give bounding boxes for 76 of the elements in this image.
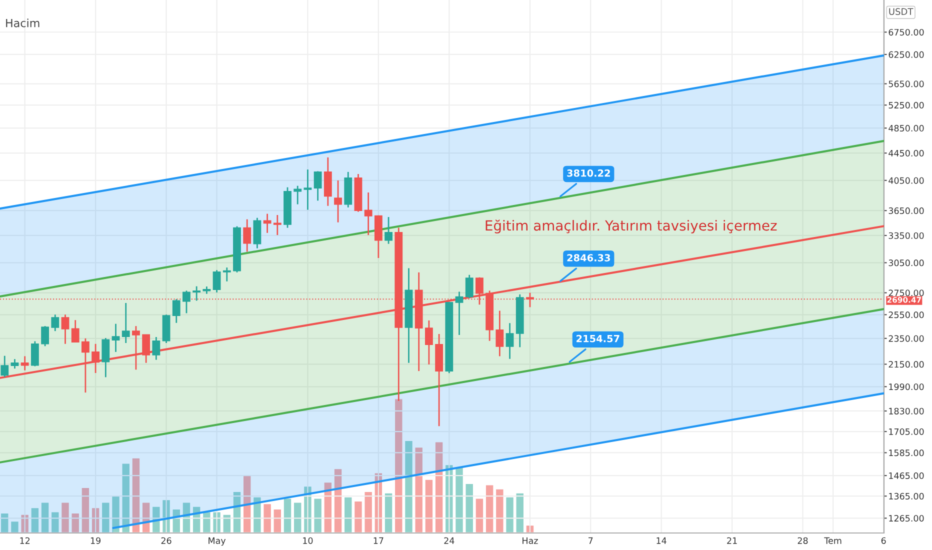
y-tick-label: 3350.00 bbox=[888, 232, 924, 239]
x-tick-label: 19 bbox=[90, 537, 101, 544]
candlestick bbox=[152, 336, 160, 360]
candlestick bbox=[222, 266, 231, 282]
candlestick bbox=[294, 185, 302, 205]
y-tick-label: 2550.00 bbox=[888, 312, 924, 318]
candlestick bbox=[102, 337, 110, 378]
candlestick bbox=[364, 192, 372, 236]
x-tick-label: May bbox=[208, 537, 226, 546]
candlestick bbox=[455, 291, 464, 336]
x-tick-label: 14 bbox=[656, 537, 666, 544]
candlestick bbox=[384, 216, 392, 245]
annotation: 2154.57 bbox=[576, 334, 620, 342]
y-tick-label: 6250.00 bbox=[888, 51, 924, 58]
y-tick-label: 4850.00 bbox=[888, 124, 924, 132]
candlestick bbox=[334, 180, 342, 224]
candlestick bbox=[142, 334, 150, 364]
x-tick-label: 24 bbox=[444, 537, 454, 544]
candlestick bbox=[41, 325, 49, 347]
candlestick bbox=[0, 355, 9, 378]
y-tick-label: 1365.00 bbox=[889, 492, 924, 500]
candlestick bbox=[10, 358, 19, 370]
candlestick bbox=[192, 286, 201, 302]
x-tick-label: 17 bbox=[374, 537, 384, 544]
x-tick-label: 10 bbox=[303, 537, 313, 544]
candlestick bbox=[122, 302, 130, 344]
y-tick-label: 1585.00 bbox=[889, 450, 924, 456]
x-tick-label: 26 bbox=[161, 537, 172, 544]
candlestick bbox=[20, 356, 29, 372]
candlestick bbox=[496, 310, 504, 357]
annotation: 3810.22 bbox=[567, 169, 610, 177]
candlestick bbox=[506, 322, 514, 360]
x-tick-label: 21 bbox=[727, 537, 737, 544]
candlestick bbox=[212, 269, 221, 294]
x-tick-label: 28 bbox=[798, 537, 808, 544]
y-tick-label: 5250.00 bbox=[888, 102, 924, 109]
y-tick-label: 1265.00 bbox=[889, 515, 924, 522]
x-tick-label: 7 bbox=[588, 537, 593, 544]
y-tick-label: 2750.00 bbox=[888, 290, 924, 296]
candlestick bbox=[71, 319, 80, 344]
y-tick-label: 4050.00 bbox=[888, 177, 924, 184]
candlestick bbox=[61, 314, 70, 345]
candlestick bbox=[51, 314, 60, 332]
candlestick bbox=[424, 320, 433, 366]
candlestick bbox=[30, 340, 39, 367]
candlestick bbox=[263, 213, 272, 234]
chart-title: Hacim bbox=[6, 18, 40, 28]
candlestick bbox=[112, 323, 120, 353]
candlestick bbox=[314, 170, 322, 202]
candlestick bbox=[132, 325, 140, 370]
annotation: Eğitim amaçlıdır. Yatırım tavsiyesi içermez bbox=[486, 220, 777, 234]
candlestick bbox=[304, 168, 312, 210]
y-tick-label: 6750.00 bbox=[888, 28, 924, 36]
y-tick-label: 4450.00 bbox=[888, 150, 924, 157]
y-tick-label: 2150.00 bbox=[888, 361, 924, 368]
candlestick bbox=[273, 214, 282, 236]
candlestick bbox=[182, 290, 190, 314]
y-tick-label: 2350.00 bbox=[888, 335, 924, 342]
candlestick bbox=[172, 298, 180, 324]
x-tick-label: 6 bbox=[881, 537, 886, 544]
candlestick bbox=[92, 343, 100, 374]
y-tick-label: 1705.00 bbox=[889, 428, 924, 435]
candlestick bbox=[243, 218, 252, 252]
y-tick-label: 1465.00 bbox=[889, 472, 924, 480]
y-tick-label: 1990.00 bbox=[889, 383, 924, 390]
y-tick-label: 3650.00 bbox=[888, 207, 924, 214]
candlestick bbox=[465, 274, 474, 299]
y-tick-label: 1830.00 bbox=[889, 408, 924, 414]
x-tick-label: 12 bbox=[20, 537, 30, 544]
x-tick-label: Tem bbox=[824, 537, 842, 544]
x-tick-label: Haz bbox=[522, 537, 538, 544]
y-tick-label: 3050.00 bbox=[888, 260, 924, 266]
y-axis-title: USDT bbox=[889, 8, 914, 15]
y-tick-label: 5650.00 bbox=[888, 80, 924, 88]
candlestick bbox=[253, 217, 262, 250]
annotation: 2846.33 bbox=[567, 254, 610, 262]
